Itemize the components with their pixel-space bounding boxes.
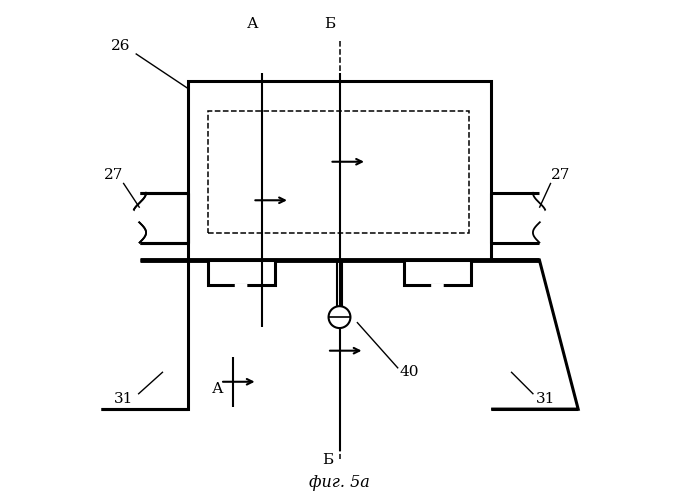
Text: А: А: [246, 17, 258, 31]
Bar: [140, 193, 188, 242]
Text: 31: 31: [113, 392, 133, 406]
Text: 27: 27: [551, 168, 570, 182]
Text: 40: 40: [399, 365, 419, 379]
Text: 27: 27: [104, 168, 123, 182]
Bar: [208, 260, 275, 285]
FancyArrow shape: [426, 285, 449, 324]
Circle shape: [329, 306, 350, 328]
Text: Б: Б: [322, 453, 333, 467]
Text: фиг. 5а: фиг. 5а: [309, 474, 370, 491]
Text: А: А: [212, 382, 223, 396]
Bar: [404, 260, 471, 285]
Text: Б: Б: [324, 17, 335, 31]
Text: 31: 31: [536, 392, 555, 406]
Text: 26: 26: [111, 39, 130, 53]
Bar: [188, 81, 491, 260]
FancyArrow shape: [536, 206, 578, 230]
FancyArrow shape: [229, 285, 253, 324]
Bar: [208, 111, 469, 232]
FancyArrow shape: [101, 206, 143, 230]
Bar: [491, 193, 539, 242]
